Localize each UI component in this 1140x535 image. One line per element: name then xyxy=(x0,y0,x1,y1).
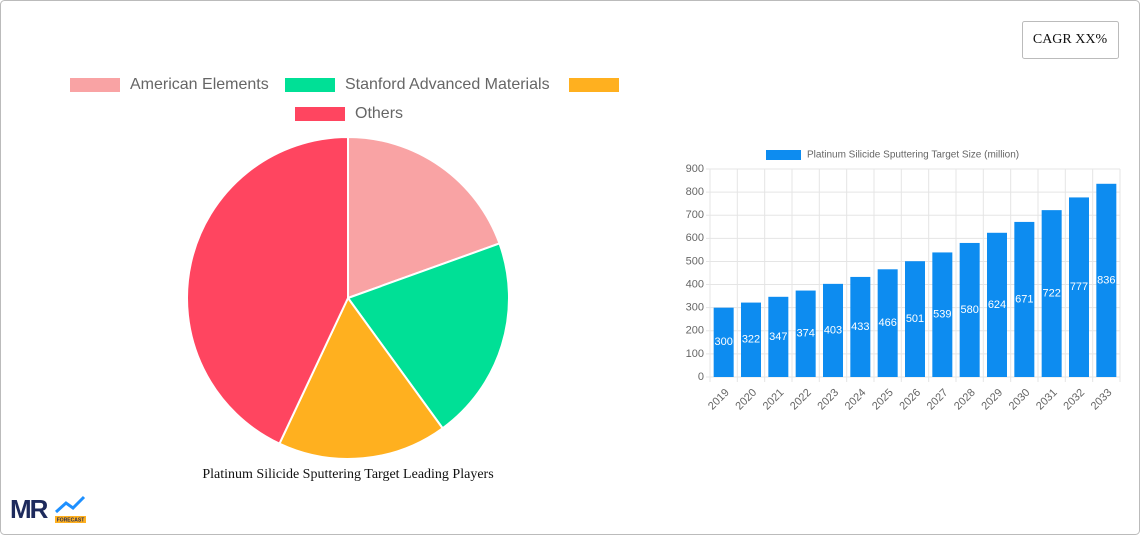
bar-value-label: 777 xyxy=(1070,281,1088,293)
y-tick-label: 400 xyxy=(686,278,704,290)
bar xyxy=(1096,183,1117,377)
bar-value-label: 836 xyxy=(1097,274,1115,286)
bar xyxy=(1014,221,1035,377)
bar xyxy=(932,252,953,377)
bar xyxy=(713,307,734,377)
y-tick-label: 600 xyxy=(686,232,704,244)
bar-value-label: 580 xyxy=(960,304,978,316)
y-tick-label: 200 xyxy=(686,325,704,337)
bar xyxy=(1041,210,1062,377)
bar xyxy=(1069,197,1089,377)
bar xyxy=(987,232,1007,377)
legend-swatch xyxy=(70,78,120,92)
legend-label: Platinum Silicide Sputtering Target Size… xyxy=(807,150,1019,161)
bar xyxy=(959,242,980,377)
bar-value-label: 671 xyxy=(1015,293,1033,305)
y-tick-label: 800 xyxy=(686,186,704,198)
pie-caption: Platinum Silicide Sputtering Target Lead… xyxy=(202,467,493,482)
bar-value-label: 403 xyxy=(824,324,842,336)
bar xyxy=(850,276,871,377)
y-tick-label: 700 xyxy=(686,209,704,221)
bar xyxy=(823,283,843,377)
y-tick-label: 100 xyxy=(686,348,704,360)
y-tick-label: 0 xyxy=(698,371,704,383)
y-tick-label: 300 xyxy=(686,302,704,314)
bar xyxy=(741,302,761,377)
bar-value-label: 501 xyxy=(906,313,924,325)
pie-slice xyxy=(347,135,501,300)
bar xyxy=(905,261,925,377)
bar xyxy=(768,296,789,377)
legend-swatch xyxy=(285,78,335,92)
logo-arrow xyxy=(54,495,86,514)
bar-value-label: 347 xyxy=(769,331,787,343)
logo-text: MR xyxy=(10,494,49,524)
bar-value-label: 466 xyxy=(878,317,896,329)
y-tick-label: 500 xyxy=(686,255,704,267)
pie-slice xyxy=(278,296,445,460)
bar xyxy=(877,269,898,377)
cagr-box xyxy=(1022,21,1119,59)
logo-subtext: FORECAST xyxy=(57,517,85,523)
bar-value-label: 433 xyxy=(851,321,869,333)
bar-value-label: 539 xyxy=(933,309,951,321)
legend-swatch xyxy=(569,78,619,92)
legend-label: American Elements xyxy=(130,76,269,93)
logo-band xyxy=(55,516,86,523)
pie-slice xyxy=(186,135,349,446)
bar-value-label: 722 xyxy=(1042,287,1060,299)
legend-swatch xyxy=(766,150,801,160)
bar-value-label: 322 xyxy=(742,334,760,346)
legend-label: Stanford Advanced Materials xyxy=(345,76,550,93)
pie-slice xyxy=(346,242,510,430)
bar-value-label: 374 xyxy=(796,328,814,340)
legend-swatch xyxy=(295,107,345,121)
bar-value-label: 624 xyxy=(988,299,1006,311)
y-tick-label: 900 xyxy=(686,163,704,175)
bar-value-label: 300 xyxy=(714,336,732,348)
bar xyxy=(795,290,816,377)
legend-label: Others xyxy=(355,105,403,122)
cagr-text: CAGR XX% xyxy=(1033,32,1108,47)
